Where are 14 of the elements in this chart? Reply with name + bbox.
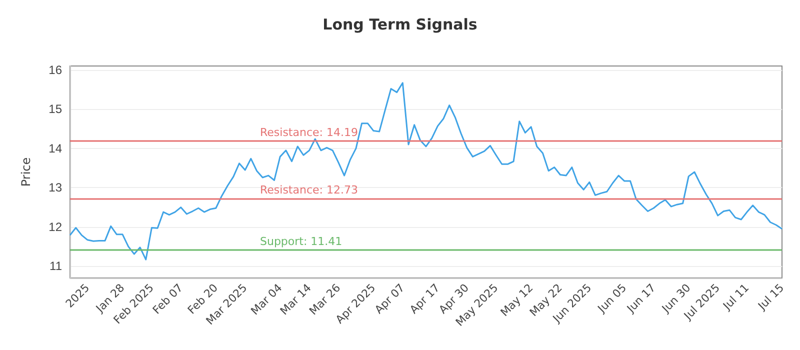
x-tick-label: Jul 15	[754, 281, 787, 314]
y-tick-label: 14	[48, 141, 62, 156]
ref-line-label: Resistance: 12.73	[260, 183, 358, 196]
ref-line-label: Support: 11.41	[260, 235, 342, 248]
y-tick-label: 15	[48, 102, 62, 116]
ref-line-label: Resistance: 14.19	[260, 126, 358, 139]
y-tick-label: 12	[48, 220, 62, 234]
y-axis-title: Price	[19, 157, 33, 187]
chart-title: Long Term Signals	[322, 16, 478, 34]
y-tick-label: 13	[48, 180, 62, 195]
y-tick-label: 16	[48, 62, 62, 77]
line-series	[69, 82, 783, 260]
x-tick-label: Jul 11	[720, 281, 752, 314]
y-tick-label: 11	[50, 259, 62, 274]
